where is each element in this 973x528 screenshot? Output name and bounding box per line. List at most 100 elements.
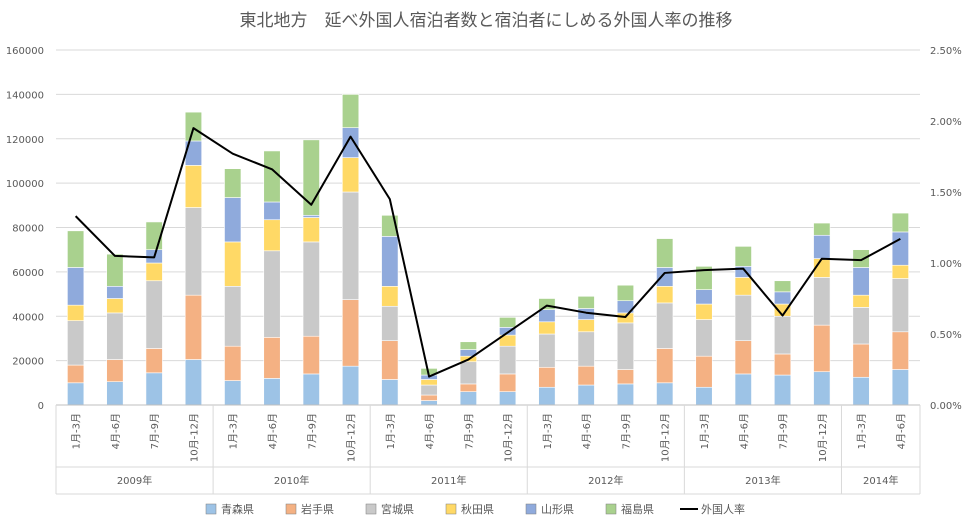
bar-segment xyxy=(891,331,909,370)
legend-label: 福島県 xyxy=(621,502,654,516)
bar-segment xyxy=(106,253,124,287)
bar-segment xyxy=(67,382,85,406)
bar-segment xyxy=(616,322,635,370)
bar-segment xyxy=(302,214,320,218)
bar-segment xyxy=(263,250,281,338)
bar-segment xyxy=(734,277,752,296)
x-category-label: 10月-12月 xyxy=(817,413,829,462)
bar-segment xyxy=(106,312,124,360)
x-category-label: 10月-12月 xyxy=(503,413,515,462)
bar-segment xyxy=(459,383,477,392)
bar-segment xyxy=(341,127,360,158)
bar-segment xyxy=(813,324,831,373)
bar-segment xyxy=(891,264,909,279)
bar-segment xyxy=(302,335,320,375)
bar-segment xyxy=(695,355,713,388)
x-category-label: 1月-3月 xyxy=(385,413,397,449)
bar-segment xyxy=(695,289,713,305)
bar-segment xyxy=(852,294,870,308)
bar-segment xyxy=(616,284,635,302)
bar-segment xyxy=(302,373,320,406)
bar-segment xyxy=(813,277,831,326)
bar-segment xyxy=(695,303,713,320)
y-right-tick-label: 2.50% xyxy=(930,46,962,57)
bar-segment xyxy=(499,345,517,375)
bar-segment xyxy=(341,94,360,128)
y-left-tick-label: 0 xyxy=(38,401,44,412)
bar-segment xyxy=(773,280,792,293)
bar-segment xyxy=(263,150,281,203)
bar-segment xyxy=(263,219,281,252)
bar-segment xyxy=(656,267,674,287)
bar-segment xyxy=(459,391,477,406)
legend-label: 山形県 xyxy=(541,503,574,516)
bar-segment xyxy=(813,222,831,236)
x-year-label: 2013年 xyxy=(745,474,780,487)
bar-segment xyxy=(577,319,595,333)
bar-segment xyxy=(813,234,831,259)
y-right-tick-label: 0.00% xyxy=(930,401,962,412)
bar-segment xyxy=(577,295,595,309)
bar-segment xyxy=(852,376,870,406)
chart-title: 東北地方 延べ外国人宿泊者数と宿泊者にしめる外国人率の推移 xyxy=(240,11,733,31)
bar-segment xyxy=(499,317,517,328)
x-category-label: 4月-6月 xyxy=(267,413,279,449)
bar-segment xyxy=(67,304,85,321)
bar-segment xyxy=(341,365,360,406)
legend-label: 宮城県 xyxy=(381,502,414,516)
legend-swatch xyxy=(365,503,377,515)
bar-segment xyxy=(381,305,399,341)
legend-label: 外国人率 xyxy=(701,502,745,516)
bar-segment xyxy=(224,345,242,381)
y-left-tick-label: 60000 xyxy=(12,268,44,279)
bar-segment xyxy=(381,379,399,406)
bar-segment xyxy=(302,217,320,243)
bar-segment xyxy=(695,266,713,290)
bar-segment xyxy=(891,212,909,233)
x-category-label: 1月-3月 xyxy=(228,413,240,449)
y-left-tick-label: 20000 xyxy=(12,357,44,368)
bar-segment xyxy=(224,197,242,243)
bar-segment xyxy=(381,236,399,287)
bar-segment xyxy=(499,373,517,392)
legend-label: 秋田県 xyxy=(461,502,494,516)
bar-segment xyxy=(381,285,399,307)
bar-segment xyxy=(145,262,163,282)
bar-segment xyxy=(106,381,124,406)
x-category-label: 4月-6月 xyxy=(738,413,750,449)
x-category-label: 1月-3月 xyxy=(856,413,868,449)
legend-swatch xyxy=(525,503,537,515)
bar-segment xyxy=(734,340,752,375)
x-year-label: 2011年 xyxy=(431,474,466,487)
x-category-label: 1月-3月 xyxy=(699,413,711,449)
bar-segment xyxy=(656,348,674,384)
y-left-tick-label: 120000 xyxy=(6,135,44,146)
bar-segment xyxy=(616,383,635,406)
x-category-label: 7月-9月 xyxy=(620,413,632,449)
x-year-label: 2014年 xyxy=(863,474,898,487)
legend: 青森県 岩手県 宮城県 秋田県 山形県 福島県 外国人率 xyxy=(205,502,745,516)
bar-segment xyxy=(734,246,752,267)
x-category-label: 4月-6月 xyxy=(110,413,122,449)
bar-segment xyxy=(656,382,674,406)
bar-segment xyxy=(67,267,85,306)
x-category-label: 1月-3月 xyxy=(71,413,83,449)
bar-segment xyxy=(184,359,203,406)
bar-segment xyxy=(852,249,870,268)
x-category-label: 7月-9月 xyxy=(463,413,475,449)
y-left-tick-label: 160000 xyxy=(6,46,44,57)
bar-segment xyxy=(224,168,242,198)
x-category-label: 4月-6月 xyxy=(895,413,907,449)
bar-segment xyxy=(184,111,203,142)
bar-segment xyxy=(263,337,281,379)
y-left-tick-label: 140000 xyxy=(6,90,44,101)
bar-segment xyxy=(341,191,360,300)
bar-segment xyxy=(420,384,438,396)
bar-segment xyxy=(773,353,792,376)
bar-segment xyxy=(852,267,870,296)
x-category-label: 4月-6月 xyxy=(581,413,593,449)
bar-segment xyxy=(773,374,792,406)
bar-segment xyxy=(538,386,556,406)
bar-segment xyxy=(616,369,635,385)
